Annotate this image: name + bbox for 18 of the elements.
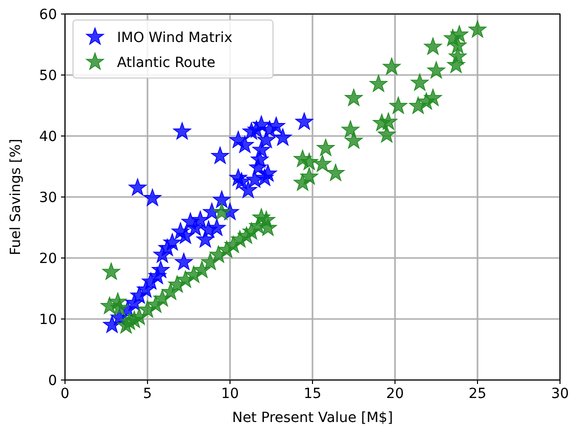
y-tick-label: 10 bbox=[39, 312, 57, 328]
y-tick-label: 60 bbox=[39, 7, 57, 23]
x-tick-label: 5 bbox=[143, 386, 152, 402]
y-tick-label: 50 bbox=[39, 68, 57, 84]
x-tick-label: 30 bbox=[551, 386, 569, 402]
x-tick-label: 10 bbox=[221, 386, 239, 402]
legend-label: IMO Wind Matrix bbox=[117, 30, 232, 46]
y-tick-label: 40 bbox=[39, 129, 57, 145]
x-axis-title: Net Present Value [M$] bbox=[232, 410, 393, 426]
x-tick-label: 25 bbox=[468, 386, 486, 402]
x-tick-label: 15 bbox=[304, 386, 322, 402]
x-tick-label: 0 bbox=[60, 386, 70, 402]
y-tick-label: 20 bbox=[39, 251, 57, 267]
x-tick-label: 20 bbox=[386, 386, 404, 402]
y-tick-label: 30 bbox=[39, 190, 57, 206]
y-tick-label: 0 bbox=[48, 373, 57, 389]
legend-label: Atlantic Route bbox=[117, 55, 216, 71]
y-axis-title: Fuel Savings [%] bbox=[8, 138, 24, 256]
